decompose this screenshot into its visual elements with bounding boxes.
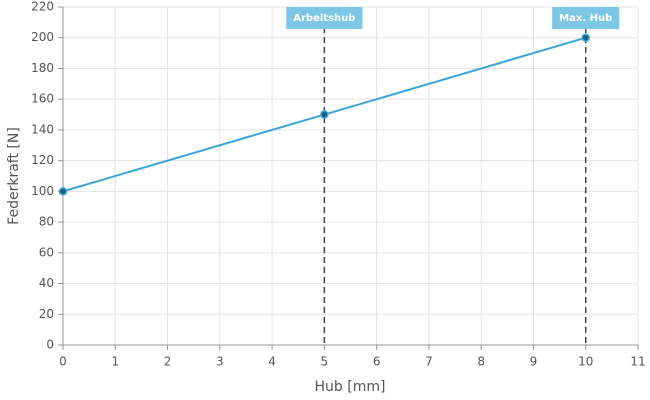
point xyxy=(58,187,68,196)
point xyxy=(581,33,590,42)
y-tick-label: 140 xyxy=(31,122,54,136)
x-tick-label: 10 xyxy=(578,355,593,369)
annotation-text: Arbeitshub xyxy=(293,13,355,24)
x-tick-label: 6 xyxy=(373,355,381,369)
x-tick-label: 1 xyxy=(111,355,119,369)
annotation-label: Arbeitshub xyxy=(286,7,363,29)
annotation-box xyxy=(552,7,620,29)
x-tick-label: 4 xyxy=(268,355,276,369)
x-axis-label: Hub [mm] xyxy=(315,379,386,395)
x-tick-label: 0 xyxy=(59,355,67,369)
annotation-box xyxy=(286,7,363,29)
y-tick-label: 40 xyxy=(39,276,54,290)
y-tick-label: 60 xyxy=(39,245,54,259)
y-axis-label: Federkraft [N] xyxy=(6,127,22,225)
y-tick-label: 160 xyxy=(31,92,54,106)
annotation-text: Max. Hub xyxy=(559,13,612,24)
annotation-label: Max. Hub xyxy=(552,7,620,29)
x-tick-label: 11 xyxy=(630,355,645,369)
y-tick-label: 180 xyxy=(31,61,54,75)
y-tick-label: 220 xyxy=(31,0,54,14)
y-tick-label: 80 xyxy=(39,215,54,229)
y-tick-label: 100 xyxy=(31,184,54,198)
x-tick-label: 8 xyxy=(477,355,485,369)
x-tick-label: 7 xyxy=(425,355,433,369)
x-tick-label: 3 xyxy=(216,355,224,369)
y-tick-label: 120 xyxy=(31,153,54,167)
y-tick-label: 20 xyxy=(39,307,54,321)
x-tick-label: 5 xyxy=(321,355,329,369)
point xyxy=(320,110,329,119)
x-tick-label: 9 xyxy=(530,355,538,369)
y-tick-label: 200 xyxy=(31,30,54,44)
y-tick-label: 0 xyxy=(46,338,54,352)
x-tick-label: 2 xyxy=(164,355,172,369)
